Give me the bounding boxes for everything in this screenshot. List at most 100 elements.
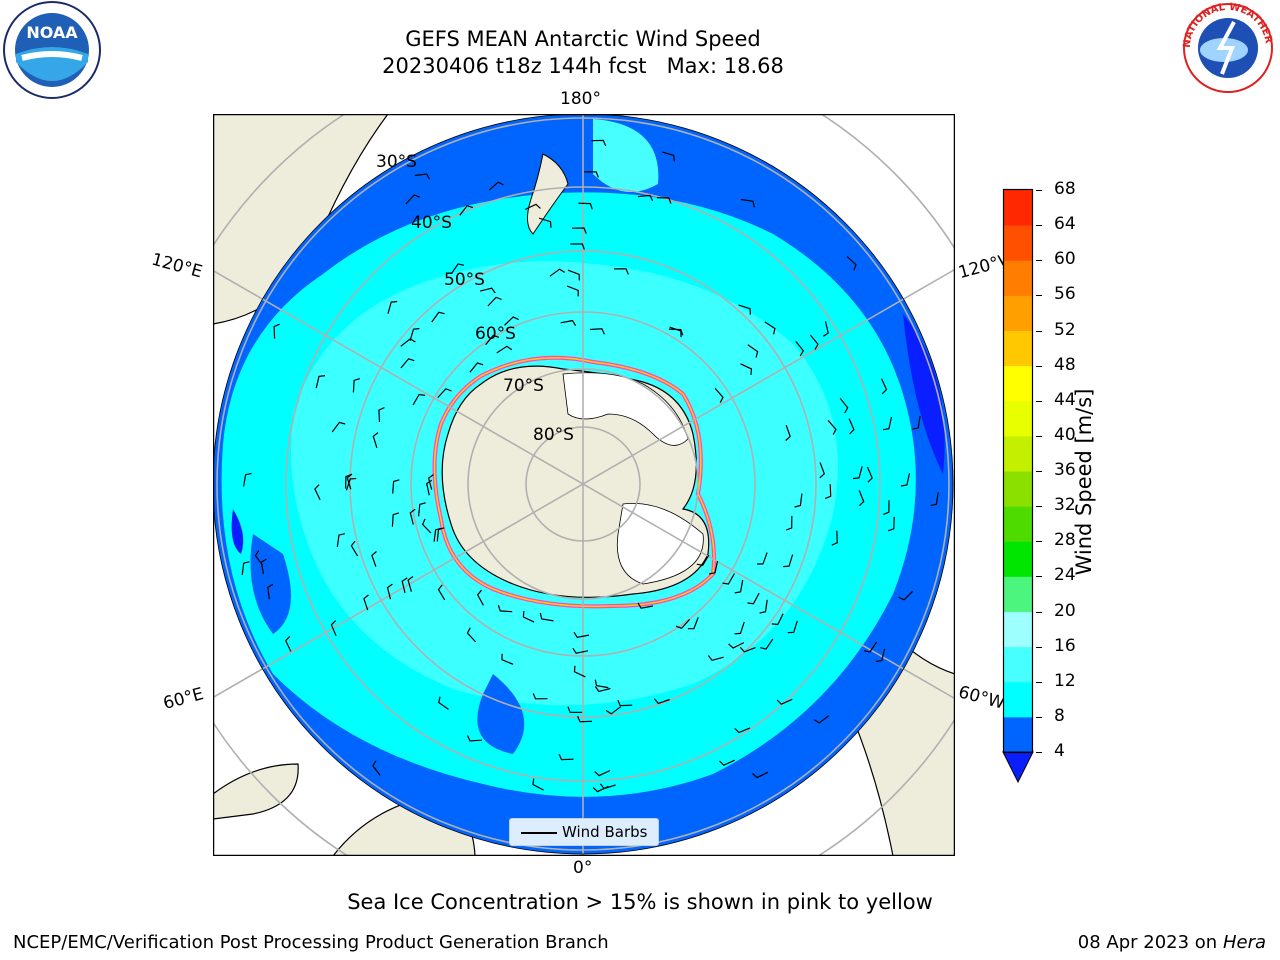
colorbar-tick-label: 68: [1054, 179, 1076, 199]
wind-barb: [760, 638, 774, 650]
map-title: GEFS MEAN Antarctic Wind Speed: [405, 27, 761, 51]
colorbar-tick-mark: [1036, 225, 1042, 227]
colorbar-tick-label: 24: [1054, 565, 1076, 586]
wind-barb: [260, 558, 267, 575]
wind-barb: [267, 583, 274, 600]
colorbar-segment: [1004, 611, 1032, 648]
wind-barb: [771, 613, 784, 626]
wind-barb: [284, 635, 292, 652]
wind-barb: [572, 647, 589, 654]
colorbar-segment: [1004, 225, 1032, 261]
wind-barb: [409, 508, 416, 525]
colorbar-tick-label: 44: [1054, 389, 1076, 410]
wind-barb: [418, 502, 426, 517]
wind-barb: [558, 753, 574, 761]
colorbar-segment: [1004, 541, 1032, 577]
wind-barb: [426, 479, 433, 496]
graticule: [213, 114, 955, 856]
nws-logo: NATIONAL WEATHER SERVICE: [1172, 0, 1280, 104]
wind-barb: [487, 296, 502, 307]
wind-barb: [900, 473, 911, 487]
colorbar-tick-mark: [1036, 400, 1042, 402]
wind-barb: [759, 599, 768, 614]
wind-barb: [386, 583, 393, 600]
wind-barb: [747, 592, 760, 605]
wind-barb: [450, 263, 465, 275]
noaa-logo: NOAA: [0, 0, 106, 106]
wind-barb: [372, 432, 379, 448]
wind-barb: [858, 490, 865, 507]
wind-barb: [887, 516, 895, 532]
colorbar-segment: [1004, 295, 1032, 331]
wind-barb: [352, 378, 360, 393]
wind-barbs: [241, 139, 939, 793]
wind-barb: [747, 344, 759, 358]
wind-barb: [734, 579, 744, 594]
colorbar-tick-label: 40: [1054, 424, 1076, 445]
wind-barb: [875, 648, 886, 662]
wind-barb: [469, 362, 484, 373]
colorbar-extend-arrow: [1002, 751, 1034, 784]
colorbar-tick-mark: [1036, 576, 1042, 578]
colorbar-tick-label: 12: [1054, 670, 1076, 691]
wind-barb: [740, 363, 753, 375]
lon-label-60e: 60°E: [161, 684, 206, 714]
wind-barb: [578, 202, 593, 210]
wind-barb: [656, 197, 672, 204]
wind-barb: [819, 462, 826, 479]
wind-barb: [675, 618, 691, 630]
wind-barb: [734, 621, 745, 635]
colorbar-tick-label: 64: [1054, 214, 1076, 235]
colorbar-tick-label: 28: [1054, 530, 1076, 551]
wind-barb: [273, 323, 280, 339]
wind-barb: [930, 492, 939, 507]
wind-barb: [392, 479, 400, 494]
wind-barb: [459, 205, 474, 216]
wind-barb: [617, 699, 633, 707]
wind-barb: [436, 527, 445, 542]
colorbar-segment: [1004, 260, 1032, 296]
map-legend: Wind Barbs: [509, 818, 659, 846]
wind-barb: [485, 334, 500, 346]
wind-barb: [524, 203, 541, 210]
wind-barb: [573, 631, 590, 638]
lat-label-60s: 60°S: [475, 324, 516, 344]
wind-barb: [504, 316, 519, 326]
wind-barb: [345, 473, 352, 489]
wind-barb: [567, 706, 583, 713]
sea-ice-note: Sea Ice Concentration > 15% is shown in …: [347, 890, 933, 914]
colorbar-tick-mark: [1036, 646, 1042, 648]
wind-barb: [824, 484, 832, 500]
wind-barb: [637, 602, 654, 609]
colorbar-segment: [1004, 576, 1032, 612]
wind-barb: [538, 217, 552, 228]
wind-barb: [809, 334, 819, 350]
wind-barb: [437, 584, 446, 601]
wind-barb: [532, 693, 548, 700]
wind-barb: [756, 552, 768, 565]
lon-label-180: 180°: [560, 89, 601, 109]
wind-barb: [591, 139, 607, 147]
colorbar-tick-mark: [1036, 330, 1042, 332]
wind-barb: [831, 530, 838, 546]
wind-barb: [479, 287, 496, 294]
wind-barb: [497, 605, 513, 613]
colorbar-segment: [1004, 716, 1032, 753]
wind-barb: [437, 388, 452, 399]
wind-barb: [787, 620, 798, 634]
colorbar-tick-mark: [1036, 365, 1042, 367]
wind-barb: [708, 560, 719, 575]
wind-barb: [407, 576, 414, 592]
lat-label-50s: 50°S: [444, 270, 485, 290]
wind-barb: [532, 778, 544, 791]
colorbar-tick-mark: [1036, 260, 1042, 262]
wind-barb: [662, 151, 675, 162]
colorbar-label: Wind Speed [m/s]: [1072, 388, 1096, 576]
wind-barb: [387, 300, 398, 314]
wind-barb: [813, 715, 830, 724]
legend-label: Wind Barbs: [562, 823, 648, 841]
colorbar-segment: [1004, 681, 1032, 718]
wind-barb: [898, 590, 914, 601]
wind-barb: [400, 358, 415, 369]
colorbar-tick-label: 48: [1054, 354, 1076, 375]
